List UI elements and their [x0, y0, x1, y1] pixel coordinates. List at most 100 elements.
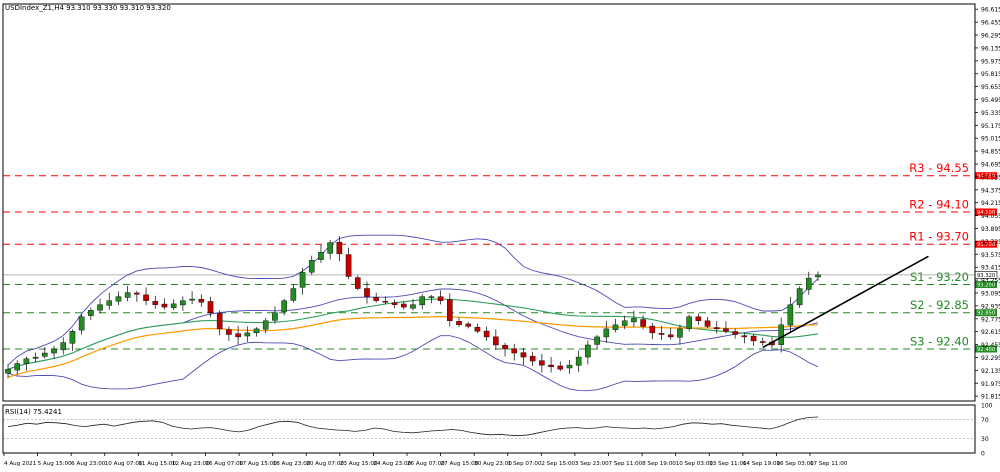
level-label-s3: S3 - 92.40: [910, 335, 969, 349]
bear-candle: [216, 313, 223, 330]
bear-candle: [226, 329, 232, 335]
bear-candle: [456, 321, 462, 326]
bull-candle: [787, 304, 794, 326]
bear-candle: [437, 296, 444, 301]
bear-candle: [750, 335, 757, 342]
bear-candle: [364, 288, 370, 297]
bear-candle: [713, 327, 720, 330]
level-price-tag-r3: [975, 172, 997, 180]
price-tick-label: 93.255: [981, 278, 1000, 285]
bear-candle: [143, 294, 149, 301]
bull-candle: [603, 328, 610, 338]
bull-candle: [410, 304, 416, 309]
time-tick-label: 17 Sep 11:00: [810, 461, 848, 467]
bear-candle: [539, 360, 545, 366]
bear-candle: [465, 323, 472, 327]
bull-candle: [51, 348, 57, 354]
price-tick-label: 92.135: [981, 368, 1000, 375]
bull-candle: [815, 274, 821, 278]
bull-candle: [677, 328, 683, 338]
bull-candle: [419, 296, 426, 306]
level-price-tag-s3: [975, 345, 997, 353]
rsi-tick-label: 30: [981, 436, 989, 443]
price-tick-label: 94.855: [981, 149, 1000, 156]
price-tick-label: 91.815: [981, 394, 1000, 401]
level-label-r2: R2 - 94.10: [909, 197, 969, 211]
bollinger-upper-band: [7, 234, 819, 366]
price-tick-label: 95.655: [981, 84, 1000, 91]
bear-candle: [658, 333, 665, 335]
bull-candle: [5, 368, 11, 374]
bear-candle: [520, 352, 527, 358]
rsi-tick-label: 0: [981, 451, 985, 458]
bear-candle: [134, 292, 140, 295]
price-tick-label: 92.455: [981, 342, 1000, 349]
bull-candle: [244, 332, 251, 337]
price-tick-label: 93.415: [981, 265, 1000, 272]
bull-candle: [60, 342, 67, 351]
bear-candle: [759, 341, 766, 343]
bear-candle: [548, 364, 554, 367]
price-tick-label: 95.335: [981, 110, 1000, 117]
time-tick-label: 11 Aug 15:00: [138, 461, 176, 467]
bear-candle: [511, 348, 518, 354]
price-tick-label: 96.615: [981, 7, 1000, 14]
bull-candle: [78, 316, 85, 331]
bull-candle: [253, 328, 260, 333]
bull-candle: [32, 356, 39, 359]
time-tick-label: 8 Sep 19:00: [642, 461, 676, 467]
level-price-tag-text: 93.200: [977, 283, 995, 289]
bull-candle: [594, 336, 600, 345]
price-tick-label: 93.735: [981, 239, 1000, 246]
bear-candle: [336, 241, 343, 255]
price-tick-label: 94.215: [981, 200, 1000, 207]
time-tick-label: 24 Aug 23:00: [373, 461, 411, 467]
bollinger-lower-band: [7, 335, 819, 392]
time-tick-label: 10 Sep 03:00: [676, 461, 714, 467]
bull-candle: [778, 324, 784, 345]
level-price-tag-text: 92.400: [977, 347, 995, 353]
time-tick-label: 2 Sep 15:00: [541, 461, 575, 467]
time-tick-label: 6 Aug 23:00: [71, 461, 106, 467]
price-tick-label: 92.615: [981, 329, 1000, 336]
bear-candle: [400, 303, 407, 308]
time-tick-label: 27 Aug 15:00: [441, 461, 479, 467]
price-panel-frame: [2, 3, 976, 402]
price-tick-label: 95.815: [981, 71, 1000, 78]
bear-candle: [235, 333, 241, 338]
bear-candle: [382, 300, 389, 303]
bull-candle: [88, 310, 94, 316]
time-tick-label: 23 Aug 15:00: [340, 461, 378, 467]
time-tick-label: 3 Sep 23:00: [575, 461, 609, 467]
bear-candle: [649, 325, 656, 334]
level-price-tag-r2: [975, 208, 997, 216]
time-tick-label: 26 Aug 07:00: [407, 461, 445, 467]
bull-candle: [262, 320, 269, 330]
bull-candle: [308, 260, 315, 273]
bear-candle: [474, 326, 481, 332]
price-tick-label: 95.975: [981, 58, 1000, 65]
price-tick-label: 95.015: [981, 136, 1000, 143]
level-price-tag-text: 94.550: [977, 174, 995, 180]
bull-candle: [124, 292, 131, 298]
bull-candle: [42, 352, 48, 357]
time-tick-label: 17 Aug 15:00: [239, 461, 277, 467]
price-tick-label: 95.495: [981, 97, 1000, 104]
bear-candle: [483, 330, 490, 338]
rsi-panel-frame: [2, 404, 976, 454]
bear-candle: [207, 301, 214, 313]
bull-candle: [299, 272, 306, 288]
bear-candle: [704, 320, 711, 327]
rsi-tick-label: 100: [981, 403, 993, 410]
bull-candle: [97, 304, 103, 311]
bull-candle: [69, 331, 76, 344]
bull-candle: [428, 296, 435, 298]
bull-candle: [14, 363, 21, 371]
bear-candle: [373, 297, 379, 301]
price-tick-label: 96.455: [981, 20, 1000, 27]
bull-candle: [170, 303, 177, 308]
bull-candle: [575, 356, 582, 366]
level-price-tag-s1: [975, 281, 997, 289]
